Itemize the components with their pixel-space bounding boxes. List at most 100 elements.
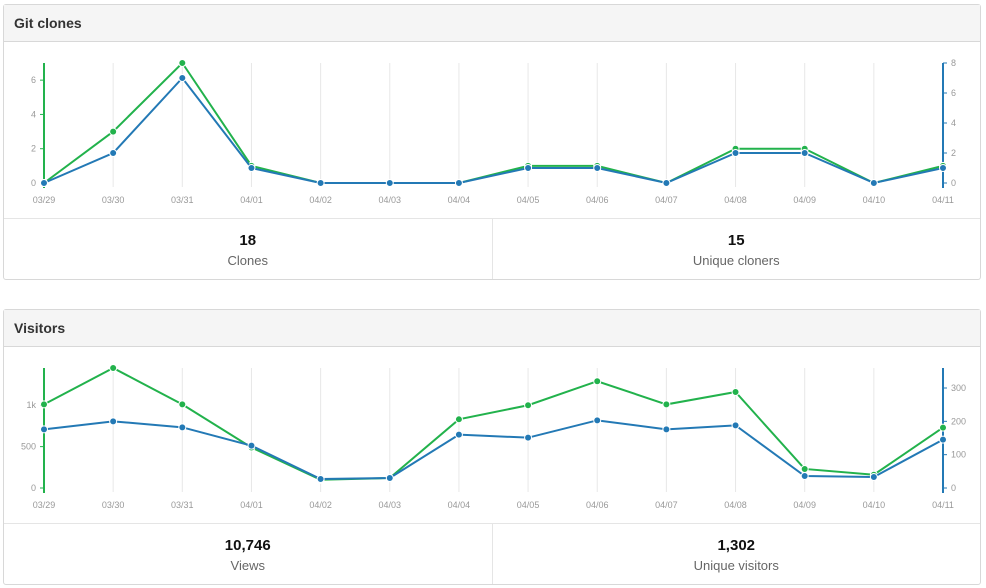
data-point bbox=[662, 425, 671, 434]
data-point bbox=[524, 433, 533, 442]
data-point bbox=[524, 164, 533, 172]
data-point bbox=[731, 421, 740, 430]
data-point bbox=[316, 179, 325, 187]
stat-clones: 18 Clones bbox=[4, 219, 492, 279]
stat-views: 10,746 Views bbox=[4, 524, 492, 584]
x-tick-label: 04/03 bbox=[379, 500, 402, 510]
data-point bbox=[178, 400, 187, 409]
data-point bbox=[800, 464, 809, 473]
x-tick-label: 04/01 bbox=[240, 500, 263, 510]
data-point bbox=[869, 473, 878, 481]
x-tick-label: 04/08 bbox=[724, 500, 747, 510]
right-tick-label: 300 bbox=[951, 383, 966, 393]
stat-value: 10,746 bbox=[224, 537, 271, 554]
left-tick-label: 6 bbox=[31, 75, 36, 85]
visitors-chart: 03/29 03/30 03/31 04/01 04/02 04/03 04/04 04/05… bbox=[21, 364, 966, 510]
left-tick-label: 0 bbox=[31, 483, 36, 493]
x-tick-label: 03/30 bbox=[102, 195, 125, 205]
stat-value: 1,302 bbox=[717, 537, 756, 554]
x-tick-label: 04/01 bbox=[240, 195, 263, 205]
stat-label: Unique cloners bbox=[692, 253, 780, 268]
x-tick-label: 04/05 bbox=[517, 500, 540, 510]
data-point bbox=[662, 179, 671, 187]
left-tick-label: 2 bbox=[31, 144, 36, 154]
right-tick-label: 2 bbox=[951, 148, 956, 158]
data-point bbox=[939, 435, 947, 444]
right-tick-label: 0 bbox=[951, 178, 956, 188]
x-tick-label: 04/09 bbox=[793, 500, 816, 510]
x-tick-label: 04/08 bbox=[724, 195, 747, 205]
stat-value: 15 bbox=[727, 232, 745, 249]
x-tick-label: 04/02 bbox=[309, 195, 332, 205]
data-point bbox=[800, 149, 809, 157]
x-tick-label: 04/11 bbox=[932, 500, 954, 510]
data-point bbox=[109, 417, 118, 426]
git-clones-chart: 03/29 03/30 03/31 04/01 04/02 04/03 04/04 04/05… bbox=[31, 58, 956, 205]
series-line-clones bbox=[43, 61, 944, 185]
data-point bbox=[316, 475, 325, 483]
x-tick-label: 04/05 bbox=[517, 195, 540, 205]
data-point bbox=[178, 59, 187, 67]
left-tick-label: 4 bbox=[31, 109, 36, 119]
left-tick-label: 1k bbox=[26, 400, 36, 410]
data-point bbox=[109, 364, 118, 372]
data-point bbox=[869, 179, 878, 187]
data-point bbox=[40, 400, 48, 409]
data-point bbox=[939, 423, 947, 432]
panel-title: Visitors bbox=[4, 310, 980, 347]
x-tick-label: 03/31 bbox=[171, 195, 194, 205]
right-tick-label: 0 bbox=[951, 483, 956, 493]
data-point bbox=[454, 430, 463, 439]
git-clones-panel: Git clones 03/29 03/30 03/31 04/01 04/02 04/0… bbox=[3, 4, 981, 280]
stat-label: Views bbox=[230, 558, 265, 573]
x-tick-label: 03/29 bbox=[33, 195, 56, 205]
panel-title: Git clones bbox=[4, 5, 980, 42]
x-tick-label: 04/03 bbox=[379, 195, 402, 205]
x-tick-label: 04/04 bbox=[448, 195, 471, 205]
right-tick-label: 6 bbox=[951, 88, 956, 98]
right-tick-label: 200 bbox=[951, 416, 966, 426]
series-line-unique-cloners bbox=[43, 76, 944, 185]
right-tick-label: 100 bbox=[951, 450, 966, 460]
visitors-panel: Visitors 03/29 03/30 03/31 04/01 04/02 04/03 0… bbox=[3, 309, 981, 585]
data-point bbox=[524, 401, 533, 410]
left-tick-label: 0 bbox=[31, 178, 36, 188]
data-point bbox=[731, 388, 740, 396]
x-tick-label: 04/06 bbox=[586, 195, 609, 205]
stat-unique-cloners: 15 Unique cloners bbox=[491, 219, 981, 279]
data-point bbox=[385, 474, 394, 482]
data-point bbox=[247, 164, 256, 172]
x-tick-label: 04/09 bbox=[793, 195, 816, 205]
x-tick-label: 04/10 bbox=[863, 500, 886, 510]
data-point bbox=[178, 74, 187, 82]
x-tick-label: 04/07 bbox=[655, 195, 678, 205]
x-tick-label: 04/10 bbox=[863, 195, 886, 205]
data-point bbox=[593, 416, 602, 425]
data-point bbox=[731, 149, 740, 157]
data-point bbox=[662, 400, 671, 409]
data-point bbox=[40, 425, 48, 434]
data-point bbox=[593, 164, 602, 172]
x-tick-label: 04/11 bbox=[932, 195, 954, 205]
data-point bbox=[800, 472, 809, 480]
x-tick-label: 04/02 bbox=[309, 500, 332, 510]
left-tick-label: 500 bbox=[21, 442, 36, 452]
stat-value: 18 bbox=[239, 232, 257, 249]
data-point bbox=[40, 179, 48, 187]
data-point bbox=[593, 377, 602, 386]
x-tick-label: 04/06 bbox=[586, 500, 609, 510]
data-point bbox=[247, 441, 256, 450]
series-line-unique-visitors bbox=[43, 419, 944, 481]
x-tick-label: 03/29 bbox=[33, 500, 56, 510]
stat-unique-visitors: 1,302 Unique visitors bbox=[491, 524, 981, 584]
right-tick-label: 4 bbox=[951, 118, 956, 128]
right-tick-label: 8 bbox=[951, 58, 956, 68]
data-point bbox=[109, 149, 118, 157]
data-point bbox=[454, 415, 463, 424]
data-point bbox=[454, 179, 463, 187]
data-point bbox=[385, 179, 394, 187]
stat-label: Unique visitors bbox=[693, 558, 779, 573]
stat-label: Clones bbox=[227, 253, 268, 268]
series-line-views bbox=[43, 366, 944, 481]
data-point bbox=[939, 164, 947, 172]
